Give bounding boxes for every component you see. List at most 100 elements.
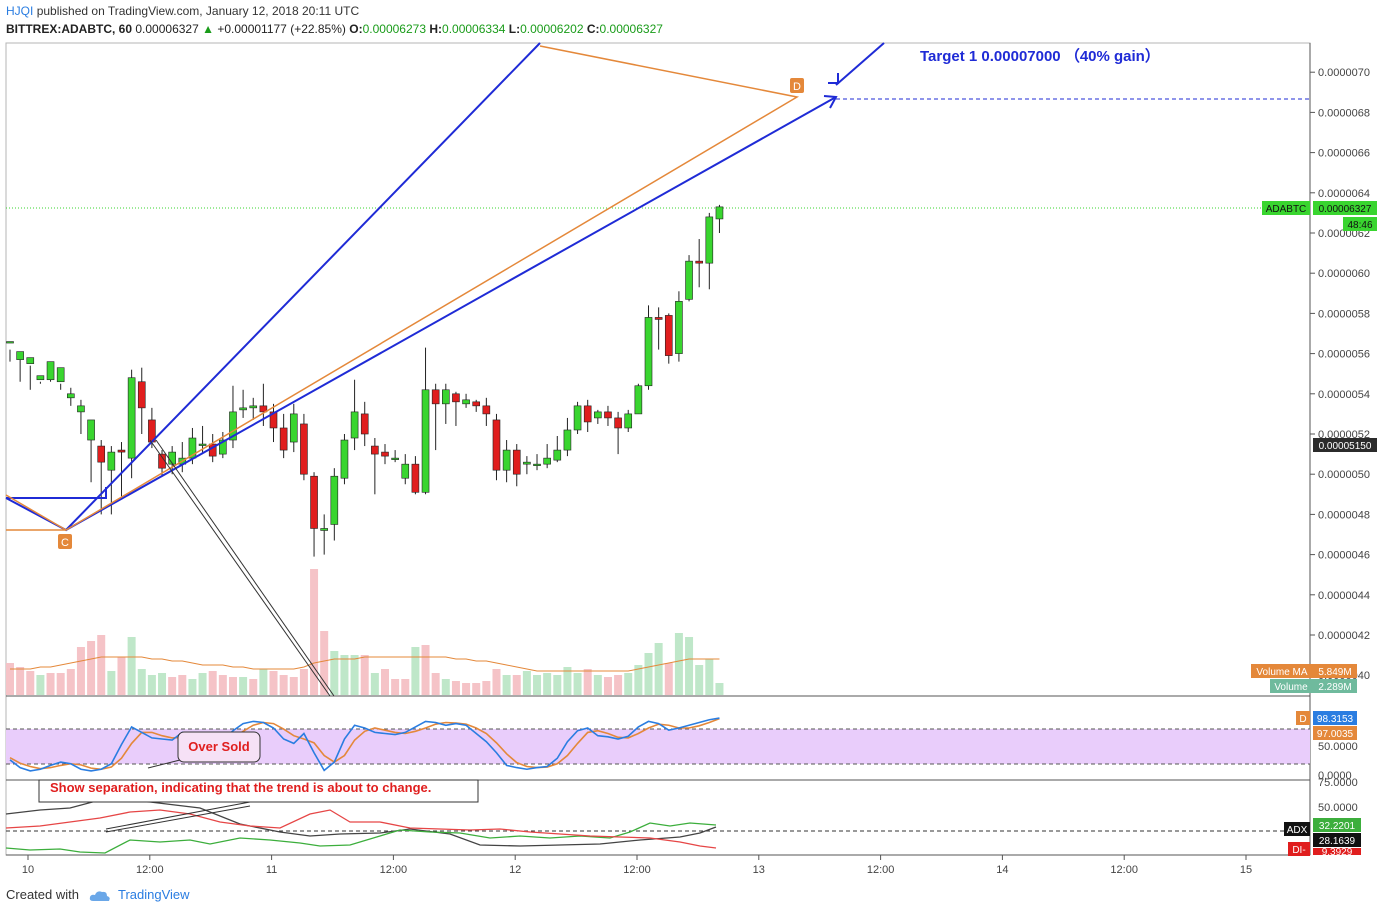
point-d-marker[interactable]: D: [790, 78, 804, 93]
candle[interactable]: [654, 307, 663, 350]
candle[interactable]: [543, 444, 551, 469]
candle[interactable]: [492, 413, 501, 481]
candle-body: [594, 411, 602, 419]
volume-bar: [36, 675, 45, 695]
candle[interactable]: [452, 391, 460, 426]
candle[interactable]: [87, 419, 95, 483]
candle[interactable]: [431, 383, 440, 451]
blue-trend-line[interactable]: [5, 42, 541, 532]
candle[interactable]: [512, 444, 521, 487]
candle[interactable]: [350, 379, 359, 451]
candle[interactable]: [614, 411, 622, 455]
candle[interactable]: [594, 409, 602, 424]
volume-bar: [299, 669, 308, 695]
candle[interactable]: [381, 444, 389, 465]
candle[interactable]: [391, 450, 399, 463]
volume-bar: [421, 645, 430, 695]
candle[interactable]: [411, 456, 420, 495]
candle[interactable]: [340, 434, 349, 485]
candle[interactable]: [279, 413, 288, 459]
blue-range-marker[interactable]: [6, 487, 107, 499]
candle[interactable]: [289, 403, 298, 453]
candle-body: [371, 445, 379, 455]
adx-value: 32.2201: [1319, 821, 1356, 832]
oversold-callout[interactable]: Over Sold: [177, 731, 261, 763]
candle[interactable]: [523, 456, 531, 475]
candle[interactable]: [229, 385, 237, 449]
orange-harmonic-pattern[interactable]: [5, 45, 800, 531]
separation-callout[interactable]: Show separation, indicating that the tre…: [38, 779, 479, 803]
volume-bar: [674, 633, 683, 695]
candle-body: [654, 317, 663, 320]
candle[interactable]: [583, 399, 592, 432]
candle[interactable]: [127, 369, 136, 479]
candle-body: [360, 413, 369, 435]
candle-body: [117, 449, 126, 453]
time-tick-label: 12:00: [1110, 864, 1138, 876]
point-c-marker[interactable]: C: [58, 534, 72, 549]
price-tick-label: 0.0000060: [1318, 268, 1370, 280]
candle-body: [168, 451, 176, 465]
candle[interactable]: [421, 347, 430, 495]
candle[interactable]: [36, 375, 45, 384]
volume-bar: [330, 651, 339, 695]
tradingview-brand-link[interactable]: TradingView: [118, 887, 190, 902]
candle[interactable]: [563, 417, 572, 457]
candle[interactable]: [624, 409, 633, 432]
candle[interactable]: [360, 401, 369, 447]
candle[interactable]: [178, 442, 187, 473]
candle[interactable]: [462, 393, 470, 408]
candle[interactable]: [442, 383, 450, 424]
volume-bar: [208, 671, 217, 695]
candle-body: [77, 405, 85, 413]
candle[interactable]: [482, 397, 491, 426]
blue-extension-arrow[interactable]: [835, 42, 885, 86]
candle[interactable]: [117, 442, 126, 497]
time-tick-label: 12:00: [623, 864, 651, 876]
volume-bar: [482, 681, 491, 695]
candle[interactable]: [6, 341, 14, 362]
candle[interactable]: [685, 255, 693, 302]
candle[interactable]: [56, 367, 65, 390]
candle[interactable]: [97, 440, 106, 515]
candle[interactable]: [472, 399, 481, 412]
candle[interactable]: [695, 239, 703, 288]
candle[interactable]: [502, 440, 511, 483]
candle[interactable]: [634, 383, 643, 415]
candle[interactable]: [330, 468, 339, 541]
candle[interactable]: [77, 399, 85, 434]
candle[interactable]: [644, 305, 653, 390]
blue-target-arrow[interactable]: [65, 96, 837, 531]
candle[interactable]: [371, 438, 379, 495]
di-minus-value: 9.3929: [1322, 847, 1353, 858]
candle[interactable]: [705, 212, 714, 290]
candle[interactable]: [269, 403, 278, 443]
candle[interactable]: [239, 389, 247, 418]
candle[interactable]: [249, 397, 258, 420]
candle[interactable]: [16, 351, 24, 382]
candle[interactable]: [675, 291, 683, 362]
candle[interactable]: [300, 413, 308, 481]
publisher-username[interactable]: HJQI: [6, 4, 34, 18]
candle[interactable]: [533, 454, 541, 471]
candle[interactable]: [310, 472, 318, 557]
candle[interactable]: [715, 204, 724, 233]
candle[interactable]: [573, 401, 582, 434]
divergence-line-b: [155, 439, 335, 697]
candle[interactable]: [604, 405, 612, 426]
candle[interactable]: [401, 454, 410, 485]
volume-bar: [644, 653, 653, 695]
candle-body: [543, 457, 551, 465]
volume-bar: [289, 677, 298, 695]
candle-body: [604, 411, 612, 419]
candle[interactable]: [553, 436, 562, 463]
candle[interactable]: [320, 514, 328, 555]
symbol-tag-value: 0.00006327: [1319, 204, 1372, 215]
candle[interactable]: [158, 450, 166, 477]
candle[interactable]: [67, 387, 75, 406]
candle[interactable]: [137, 367, 146, 434]
candle[interactable]: [664, 313, 673, 364]
candle[interactable]: [26, 357, 35, 390]
candle[interactable]: [46, 361, 55, 382]
